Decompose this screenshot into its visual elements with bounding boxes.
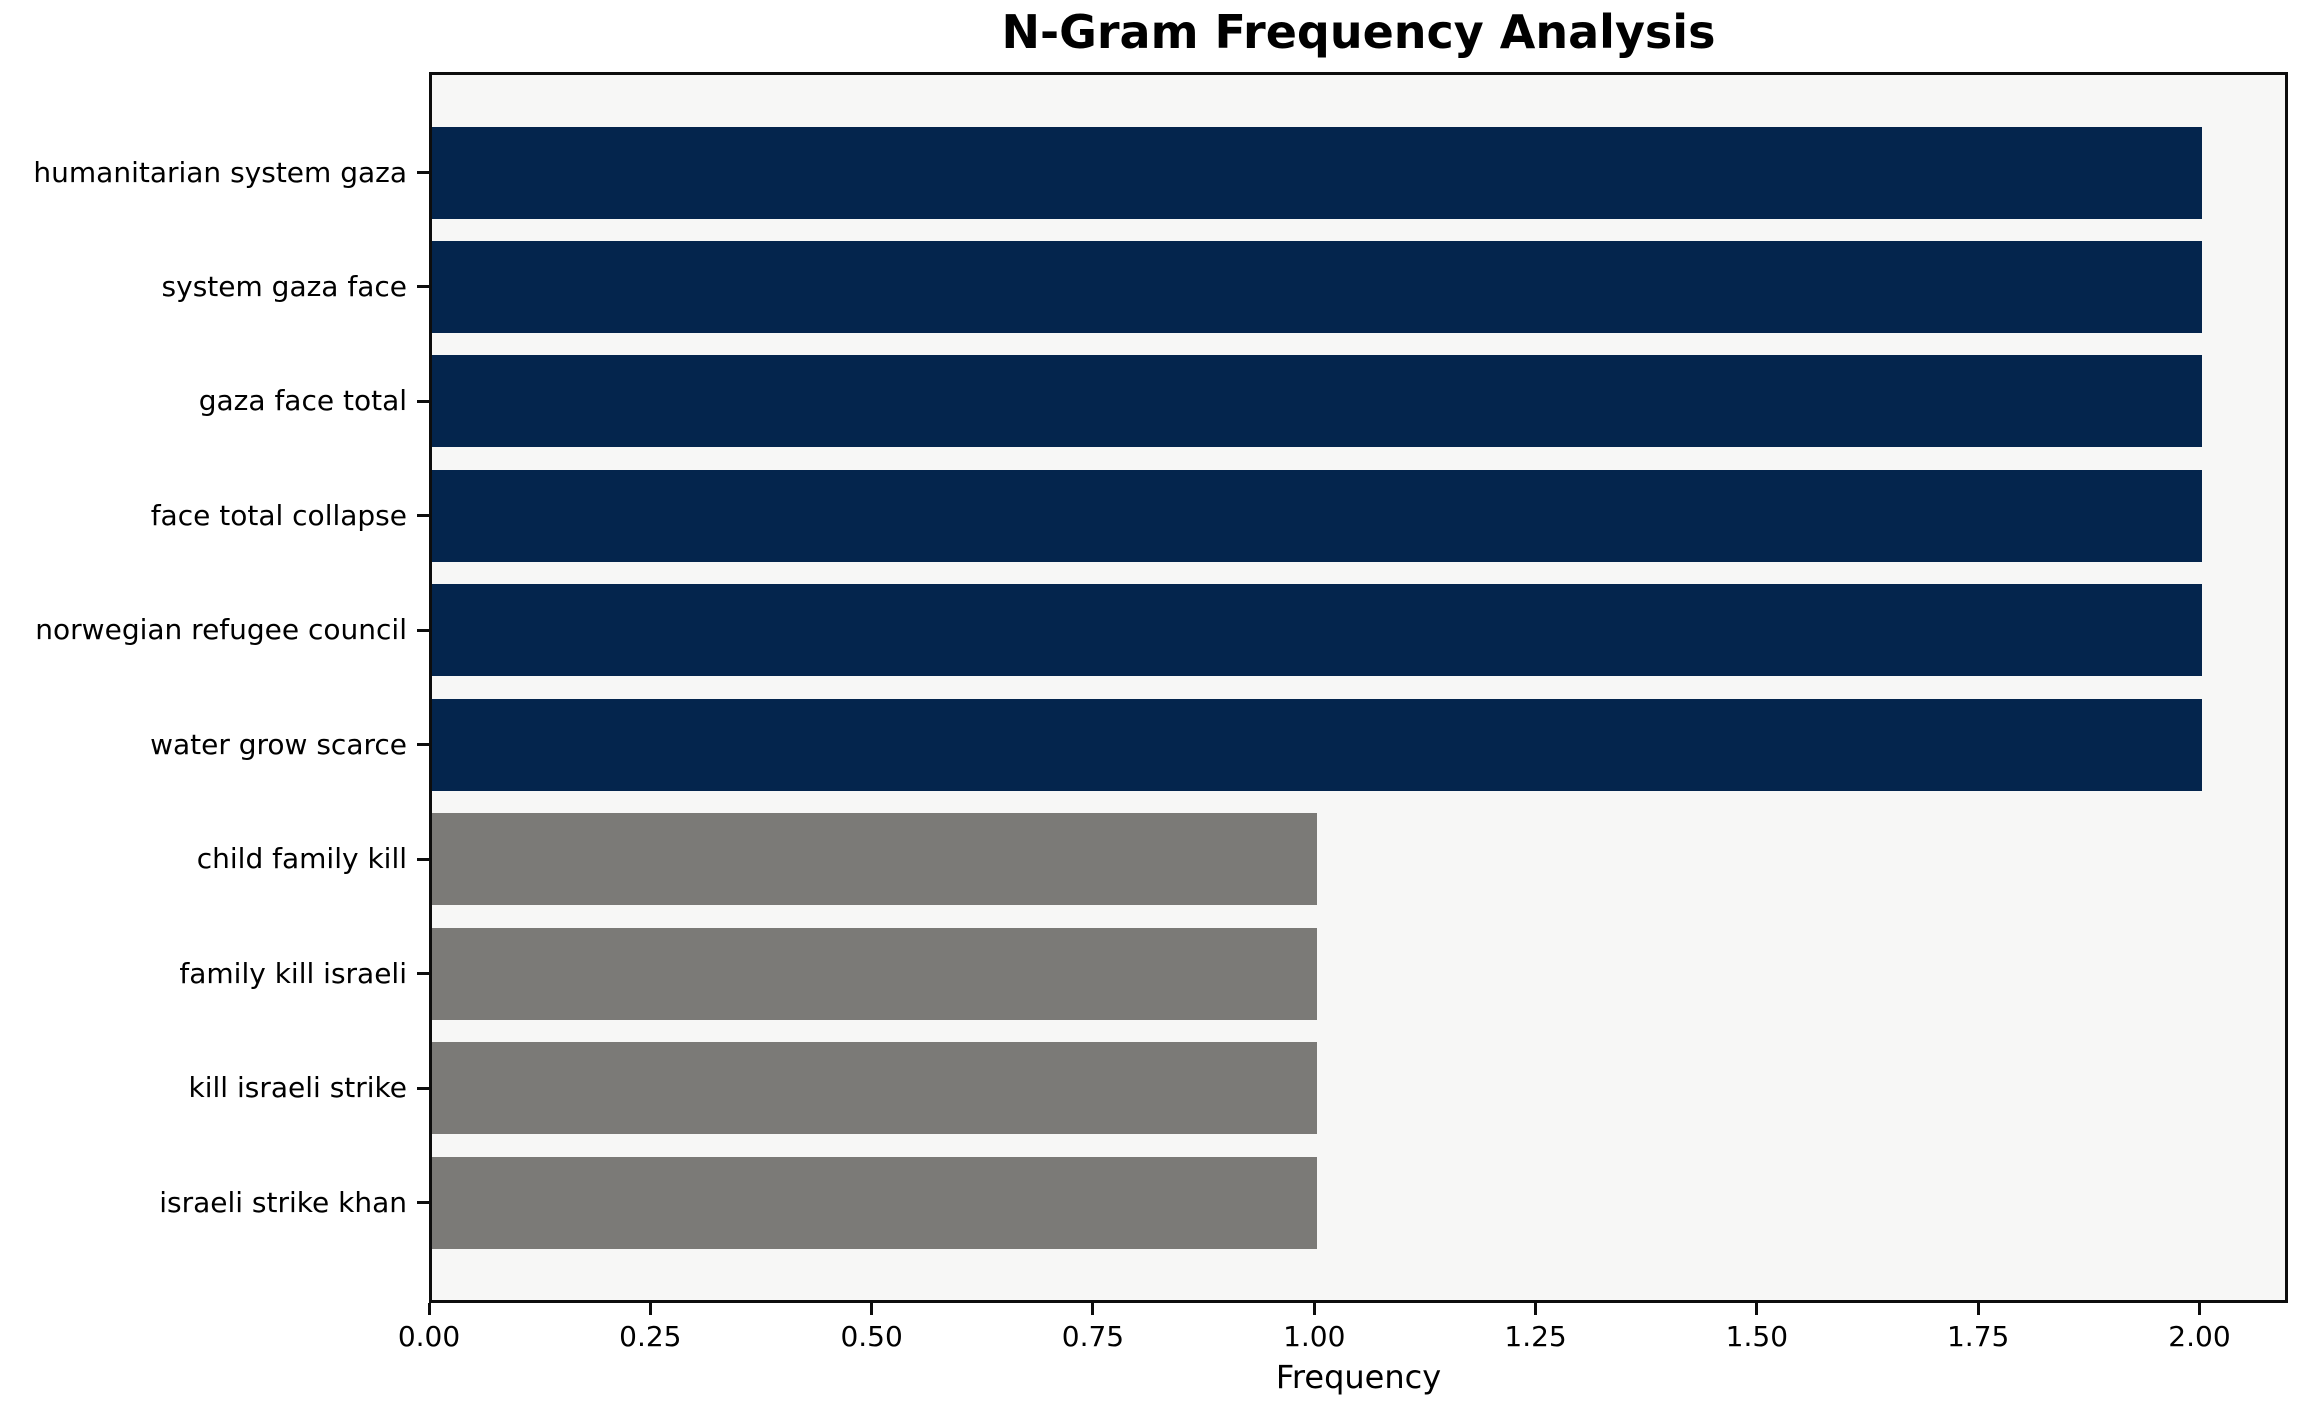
y-axis-labels: humanitarian system gaza system gaza face…: [0, 72, 407, 1303]
y-tick-label: child family kill: [196, 842, 407, 876]
x-tick-mark: [1091, 1303, 1095, 1315]
x-tick-mark: [427, 1303, 431, 1315]
x-tick-mark: [1312, 1303, 1316, 1315]
x-tick-mark: [1976, 1303, 1980, 1315]
bar: [432, 813, 1318, 906]
x-tick-label: 0.75: [1061, 1320, 1125, 1353]
x-tick-label: 1.25: [1504, 1320, 1567, 1353]
bar: [432, 698, 2203, 791]
y-tick-mark: [417, 1086, 429, 1090]
y-tick-mark: [417, 399, 429, 403]
plot-area: [429, 72, 2288, 1303]
y-tick-mark: [417, 743, 429, 747]
y-tick-label: water grow scarce: [150, 727, 407, 761]
y-tick-label: family kill israeli: [179, 956, 407, 990]
y-tick-mark: [417, 171, 429, 174]
bar: [432, 240, 2203, 333]
y-tick-mark: [417, 514, 429, 518]
y-tick-label: gaza face total: [198, 384, 407, 418]
x-tick-mark: [1755, 1303, 1759, 1315]
bar: [432, 584, 2203, 677]
y-tick-mark: [417, 857, 429, 861]
x-tick-label: 1.50: [1725, 1320, 1789, 1353]
x-tick-label: 0.00: [397, 1320, 461, 1353]
y-tick-mark: [417, 972, 429, 976]
y-tick-mark: [417, 628, 429, 632]
bar: [432, 1042, 1318, 1135]
x-tick-label: 0.50: [840, 1320, 903, 1353]
y-tick-label: kill israeli strike: [188, 1071, 407, 1105]
bar: [432, 469, 2203, 562]
y-tick-label: system gaza face: [161, 269, 407, 303]
y-tick-label: face total collapse: [150, 498, 407, 532]
y-tick-label: israeli strike khan: [159, 1185, 407, 1219]
y-tick-label: humanitarian system gaza: [33, 155, 407, 189]
x-tick-mark: [1534, 1303, 1538, 1315]
x-tick-label: 1.00: [1283, 1320, 1346, 1353]
bar: [432, 126, 2203, 219]
y-tick-label: norwegian refugee council: [35, 613, 407, 647]
y-tick-mark: [417, 285, 429, 289]
x-tick-mark: [648, 1303, 652, 1315]
x-axis-label: Frequency: [1275, 1358, 1442, 1396]
x-tick-label: 2.00: [2168, 1320, 2231, 1353]
y-tick-mark: [417, 1201, 429, 1204]
x-tick-label: 1.75: [1946, 1320, 2010, 1353]
x-tick-mark: [870, 1303, 874, 1315]
x-tick-mark: [2197, 1303, 2201, 1315]
chart-title: N-Gram Frequency Analysis: [1001, 5, 1716, 59]
bar: [432, 1156, 1318, 1249]
bar: [432, 927, 1318, 1020]
bar: [432, 355, 2203, 448]
x-tick-label: 0.25: [619, 1320, 682, 1353]
